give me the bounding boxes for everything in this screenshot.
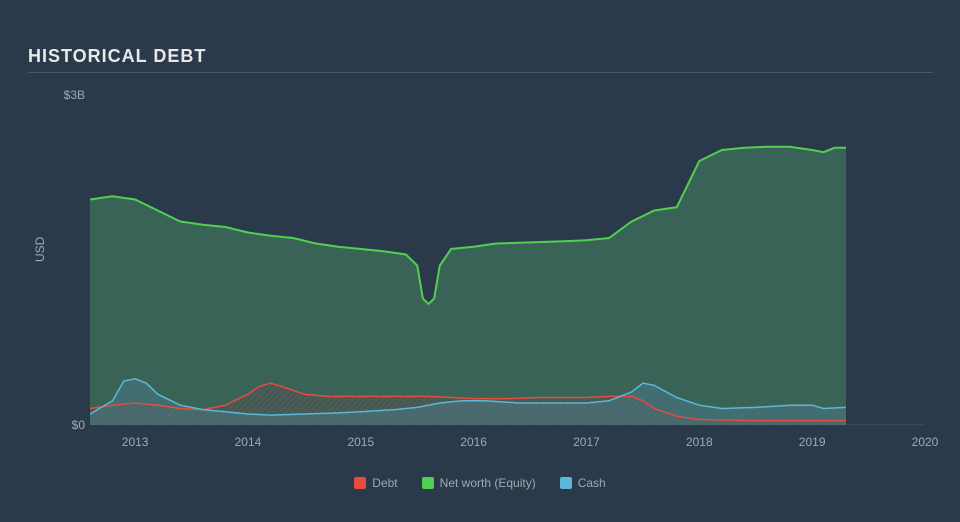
legend: Debt Net worth (Equity) Cash: [0, 476, 960, 490]
x-tick-label: 2014: [235, 435, 262, 449]
chart-svg: [90, 95, 925, 425]
legend-label: Cash: [578, 476, 606, 490]
x-tick-label: 2017: [573, 435, 600, 449]
x-tick-label: 2013: [122, 435, 149, 449]
x-tick-label: 2018: [686, 435, 713, 449]
chart-title: HISTORICAL DEBT: [28, 46, 206, 67]
x-tick-label: 2020: [912, 435, 939, 449]
legend-swatch: [560, 477, 572, 489]
legend-item: Net worth (Equity): [422, 476, 536, 490]
x-tick-label: 2016: [460, 435, 487, 449]
legend-item: Cash: [560, 476, 606, 490]
x-tick-label: 2015: [347, 435, 374, 449]
chart-area: [90, 95, 925, 425]
legend-swatch: [354, 477, 366, 489]
legend-swatch: [422, 477, 434, 489]
x-tick-label: 2019: [799, 435, 826, 449]
legend-item: Debt: [354, 476, 397, 490]
legend-label: Debt: [372, 476, 397, 490]
title-underline: [28, 72, 933, 73]
y-tick-label: $0: [72, 418, 85, 432]
legend-label: Net worth (Equity): [440, 476, 536, 490]
y-tick-label: $3B: [64, 88, 85, 102]
y-axis-title: USD: [33, 237, 47, 262]
